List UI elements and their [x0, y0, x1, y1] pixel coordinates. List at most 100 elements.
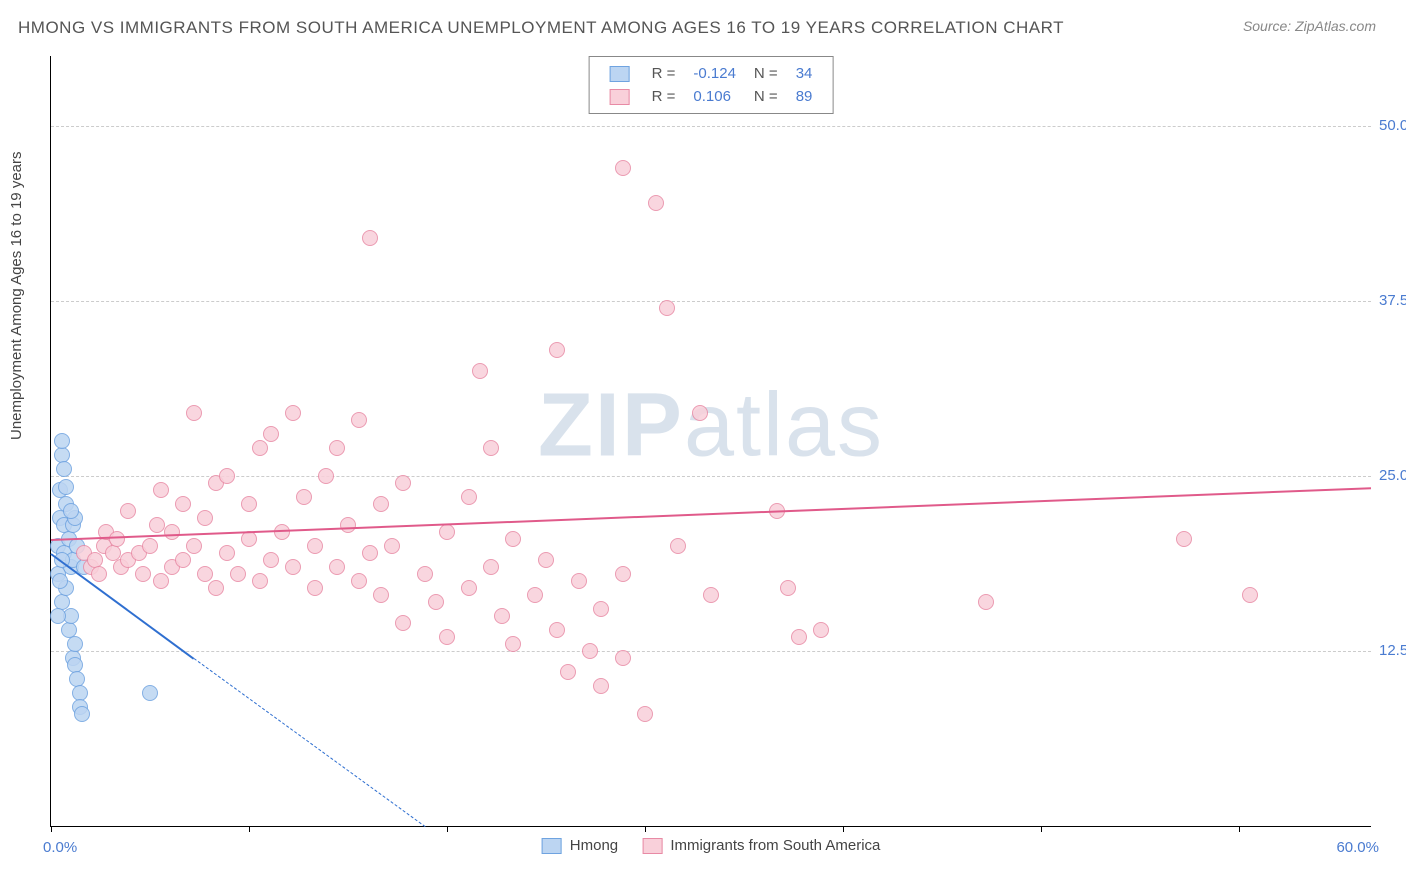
legend-item: Immigrants from South America: [642, 837, 880, 854]
scatter-point: [67, 636, 83, 652]
scatter-point: [63, 503, 79, 519]
scatter-point: [164, 524, 180, 540]
scatter-point: [208, 580, 224, 596]
chart-title: HMONG VS IMMIGRANTS FROM SOUTH AMERICA U…: [18, 18, 1064, 38]
scatter-point: [670, 538, 686, 554]
scatter-point: [593, 678, 609, 694]
scatter-point: [74, 706, 90, 722]
scatter-point: [285, 405, 301, 421]
scatter-point: [362, 230, 378, 246]
scatter-point: [549, 342, 565, 358]
y-axis-label: Unemployment Among Ages 16 to 19 years: [8, 151, 25, 440]
scatter-point: [505, 531, 521, 547]
x-tick: [51, 826, 52, 832]
gridline: [51, 651, 1371, 652]
scatter-point: [571, 573, 587, 589]
scatter-point: [582, 643, 598, 659]
scatter-point: [109, 531, 125, 547]
y-tick-label: 12.5%: [1379, 642, 1406, 659]
scatter-point: [252, 573, 268, 589]
watermark-atlas: atlas: [684, 375, 884, 475]
scatter-point: [186, 405, 202, 421]
scatter-point: [186, 538, 202, 554]
scatter-point: [439, 524, 455, 540]
scatter-point: [252, 440, 268, 456]
legend-label: Hmong: [570, 837, 618, 854]
scatter-point: [54, 433, 70, 449]
scatter-point: [1242, 587, 1258, 603]
scatter-point: [461, 489, 477, 505]
scatter-point: [692, 405, 708, 421]
scatter-point: [197, 510, 213, 526]
scatter-point: [263, 552, 279, 568]
watermark-zip: ZIP: [538, 375, 684, 475]
scatter-point: [135, 566, 151, 582]
x-tick: [249, 826, 250, 832]
scatter-point: [637, 706, 653, 722]
legend-series: Hmong Immigrants from South America: [530, 837, 893, 854]
scatter-point: [527, 587, 543, 603]
scatter-point: [395, 475, 411, 491]
scatter-point: [417, 566, 433, 582]
scatter-point: [50, 608, 66, 624]
legend-r-value: -0.124: [685, 63, 744, 84]
legend-swatch: [610, 89, 630, 105]
scatter-point: [329, 559, 345, 575]
legend-swatch: [610, 66, 630, 82]
scatter-point: [153, 482, 169, 498]
scatter-point: [780, 580, 796, 596]
scatter-point: [791, 629, 807, 645]
scatter-point: [428, 594, 444, 610]
scatter-point: [659, 300, 675, 316]
scatter-point: [58, 479, 74, 495]
scatter-point: [384, 538, 400, 554]
scatter-point: [296, 489, 312, 505]
scatter-point: [560, 664, 576, 680]
scatter-point: [52, 573, 68, 589]
scatter-point: [175, 496, 191, 512]
scatter-point: [241, 496, 257, 512]
scatter-point: [351, 573, 367, 589]
legend-r-label: R =: [644, 63, 684, 84]
trend-line: [194, 658, 426, 827]
scatter-point: [483, 440, 499, 456]
scatter-point: [538, 552, 554, 568]
y-tick-label: 25.0%: [1379, 467, 1406, 484]
scatter-point: [593, 601, 609, 617]
x-tick: [1239, 826, 1240, 832]
scatter-point: [813, 622, 829, 638]
scatter-point: [978, 594, 994, 610]
x-tick: [447, 826, 448, 832]
scatter-point: [230, 566, 246, 582]
legend-correlation: R =-0.124N =34R =0.106N =89: [589, 56, 834, 114]
scatter-point: [91, 566, 107, 582]
scatter-point: [373, 496, 389, 512]
scatter-point: [329, 440, 345, 456]
scatter-point: [395, 615, 411, 631]
scatter-point: [175, 552, 191, 568]
scatter-point: [439, 629, 455, 645]
source-label: Source: ZipAtlas.com: [1243, 18, 1376, 34]
scatter-point: [615, 160, 631, 176]
scatter-point: [505, 636, 521, 652]
scatter-point: [307, 580, 323, 596]
scatter-point: [142, 538, 158, 554]
scatter-point: [615, 566, 631, 582]
scatter-point: [648, 195, 664, 211]
scatter-point: [483, 559, 499, 575]
legend-n-label: N =: [746, 86, 786, 107]
scatter-point: [318, 468, 334, 484]
legend-label: Immigrants from South America: [670, 837, 880, 854]
plot-area: ZIPatlas R =-0.124N =34R =0.106N =89 Hmo…: [50, 56, 1371, 827]
scatter-point: [56, 461, 72, 477]
scatter-point: [362, 545, 378, 561]
legend-swatch: [642, 838, 662, 854]
scatter-point: [219, 468, 235, 484]
scatter-point: [340, 517, 356, 533]
scatter-point: [307, 538, 323, 554]
x-tick: [645, 826, 646, 832]
gridline: [51, 476, 1371, 477]
y-tick-label: 50.0%: [1379, 117, 1406, 134]
legend-n-label: N =: [746, 63, 786, 84]
legend-r-value: 0.106: [685, 86, 744, 107]
